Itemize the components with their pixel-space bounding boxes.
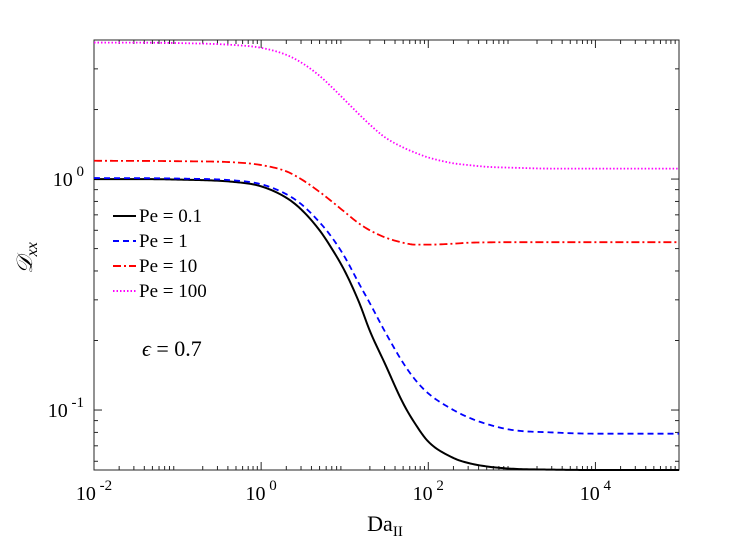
epsilon-annotation: ϵ = 0.7: [142, 336, 202, 361]
legend: Pe = 0.1 Pe = 1 Pe = 10 Pe = 100: [113, 206, 207, 302]
x-tick-exp: 4: [600, 478, 612, 494]
x-tick-label: 10 -2: [76, 478, 112, 505]
legend-label: Pe = 1: [139, 231, 188, 252]
x-tick-base: 10: [76, 483, 96, 505]
y-tick-exp: 0: [73, 164, 84, 180]
series-layer: [93, 41, 679, 471]
y-tick-exp: -1: [68, 395, 84, 411]
legend-label: Pe = 10: [139, 256, 197, 277]
x-tick-exp: 2: [433, 478, 444, 494]
legend-label: Pe = 0.1: [139, 206, 202, 227]
y-tick-label: 10 -1: [48, 395, 84, 422]
y-axis-title: 𝒟xx: [12, 242, 41, 274]
x-tick-exp: -2: [96, 478, 112, 494]
y-tick-base: 10: [48, 400, 68, 422]
major-ticks: [93, 40, 679, 470]
x-axis-title: DaII: [367, 511, 403, 540]
x-axis-title-sub: II: [393, 524, 403, 540]
tick-labels: 10 -2 10 0 10 2 10 410 -110 0: [48, 164, 612, 505]
x-tick-base: 10: [580, 483, 600, 505]
x-tick-label: 10 4: [580, 478, 612, 505]
y-axis-title-main: 𝒟: [12, 252, 37, 274]
x-tick-label: 10 2: [413, 478, 444, 505]
x-axis-title-main: Da: [367, 511, 393, 536]
x-tick-label: 10 0: [246, 478, 277, 505]
series-line-3: [93, 159, 679, 246]
x-tick-exp: 0: [266, 478, 277, 494]
x-tick-base: 10: [413, 483, 433, 505]
y-tick-base: 10: [53, 169, 73, 191]
epsilon-value: = 0.7: [151, 336, 202, 361]
plot-frame: [93, 39, 680, 471]
series-line-2: [93, 177, 679, 435]
y-axis-title-sub: xx: [24, 242, 41, 257]
series-line-1: [93, 178, 679, 471]
legend-label: Pe = 100: [139, 281, 207, 302]
y-tick-label: 10 0: [53, 164, 84, 191]
epsilon-symbol: ϵ: [142, 336, 152, 361]
x-tick-base: 10: [246, 483, 266, 505]
